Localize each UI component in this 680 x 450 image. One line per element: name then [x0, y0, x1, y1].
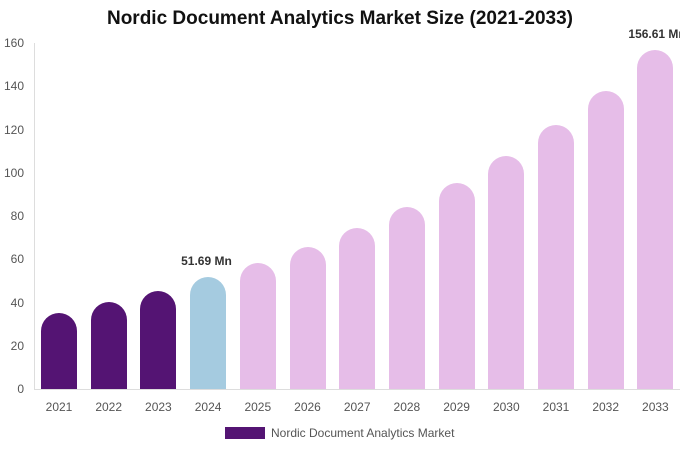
y-tick-label: 40: [10, 295, 24, 310]
x-tick-label: 2030: [492, 400, 520, 414]
y-axis-line: [34, 43, 35, 389]
bar-2021[interactable]: [41, 313, 77, 389]
x-tick-label: 2033: [642, 400, 669, 414]
x-tick-label: 2029: [443, 400, 470, 414]
y-tick-label: 160: [3, 36, 24, 50]
legend: Nordic Document Analytics Market: [225, 426, 454, 440]
y-tick-label: 60: [10, 252, 24, 267]
bar-2026[interactable]: [289, 246, 326, 389]
x-tick-label: 2031: [542, 400, 570, 414]
x-tick-label: 2025: [244, 400, 272, 414]
bar-2033[interactable]: [637, 50, 674, 389]
y-tick-label: 80: [10, 209, 24, 223]
y-tick-label: 0: [17, 382, 24, 396]
bar-2024[interactable]: [190, 277, 227, 389]
x-tick-label: 2021: [45, 400, 73, 414]
y-tick-label: 20: [10, 338, 24, 353]
legend-swatch: [225, 427, 265, 439]
bar-2023[interactable]: [140, 291, 177, 389]
bar-2032[interactable]: [587, 91, 624, 389]
y-tick-label: 140: [3, 79, 24, 94]
bar-2022[interactable]: [90, 302, 127, 389]
x-tick-label: 2023: [145, 400, 172, 414]
x-tick-label: 2032: [592, 400, 620, 414]
chart-title: Nordic Document Analytics Market Size (2…: [106, 8, 574, 29]
y-tick-label: 100: [3, 165, 24, 180]
data-label: 51.69 Mn: [181, 254, 232, 269]
bar-2031[interactable]: [538, 125, 574, 389]
bar-2028[interactable]: [388, 206, 425, 389]
y-tick-label: 120: [3, 122, 24, 137]
x-tick-label: 2024: [194, 400, 222, 414]
data-label: 156.61 Mn: [628, 27, 680, 42]
legend-label: Nordic Document Analytics Market: [271, 426, 455, 440]
x-tick-label: 2022: [95, 400, 123, 414]
bar-2030[interactable]: [488, 156, 525, 389]
x-axis-line: [34, 389, 680, 390]
x-tick-label: 2026: [294, 400, 321, 414]
bar-2027[interactable]: [339, 228, 376, 389]
x-tick-label: 2027: [343, 400, 371, 414]
x-tick-label: 2028: [393, 400, 421, 414]
bar-2029[interactable]: [438, 182, 475, 389]
bar-2025[interactable]: [239, 262, 276, 389]
